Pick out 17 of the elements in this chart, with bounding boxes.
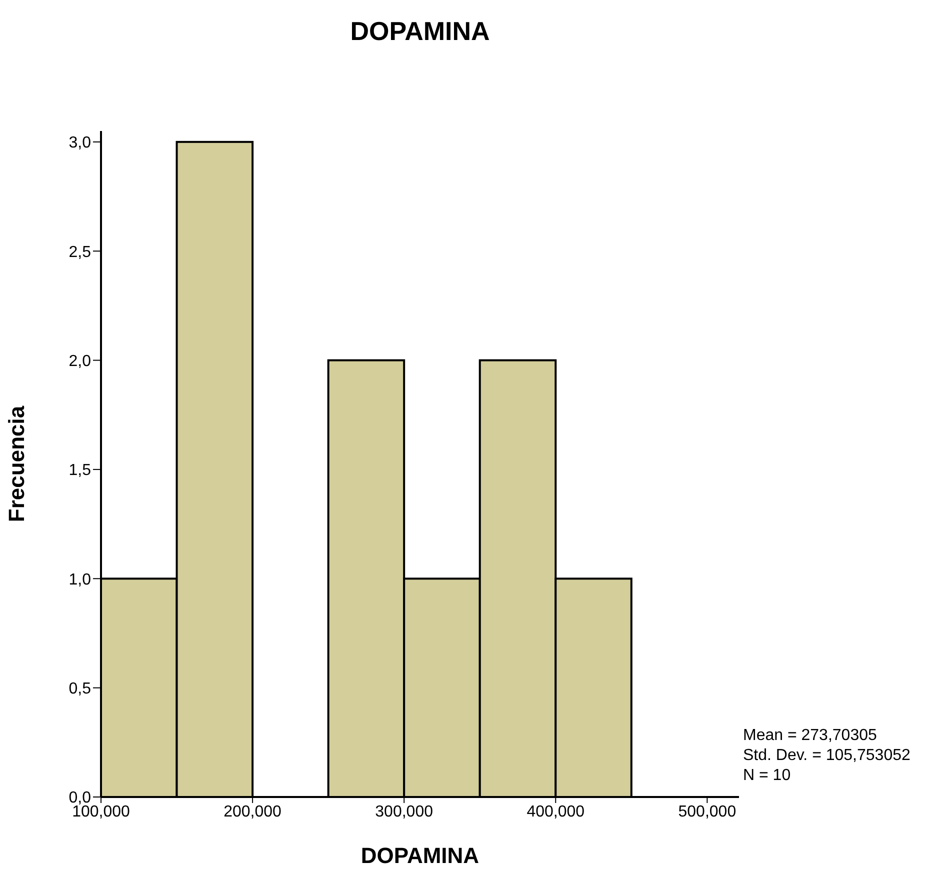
y-tick-label: 2,0 xyxy=(68,352,92,370)
text: Mean = 273,70305 xyxy=(743,726,878,746)
x-tick-label: 100,000 xyxy=(72,803,130,820)
y-tick-label: 3,0 xyxy=(68,134,92,152)
y-axis-title: Frecuencia xyxy=(4,405,29,522)
y-tick-label: 1,5 xyxy=(68,462,92,480)
x-tick-label: 500,000 xyxy=(678,803,736,820)
x-tick-label: 200,000 xyxy=(224,803,282,820)
chart-title: DOPAMINA xyxy=(349,16,491,47)
text: Std. Dev. = 105,753052 xyxy=(743,746,912,766)
y-tick-label: 0,5 xyxy=(68,680,92,698)
y-tick-label: 1,0 xyxy=(68,571,92,588)
text: N = 10 xyxy=(743,766,792,786)
y-tick-label: 2,5 xyxy=(68,244,92,261)
x-axis-title: DOPAMINA xyxy=(360,843,480,868)
x-tick-label: 400,000 xyxy=(526,803,585,820)
x-tick-label: 300,000 xyxy=(375,803,434,820)
